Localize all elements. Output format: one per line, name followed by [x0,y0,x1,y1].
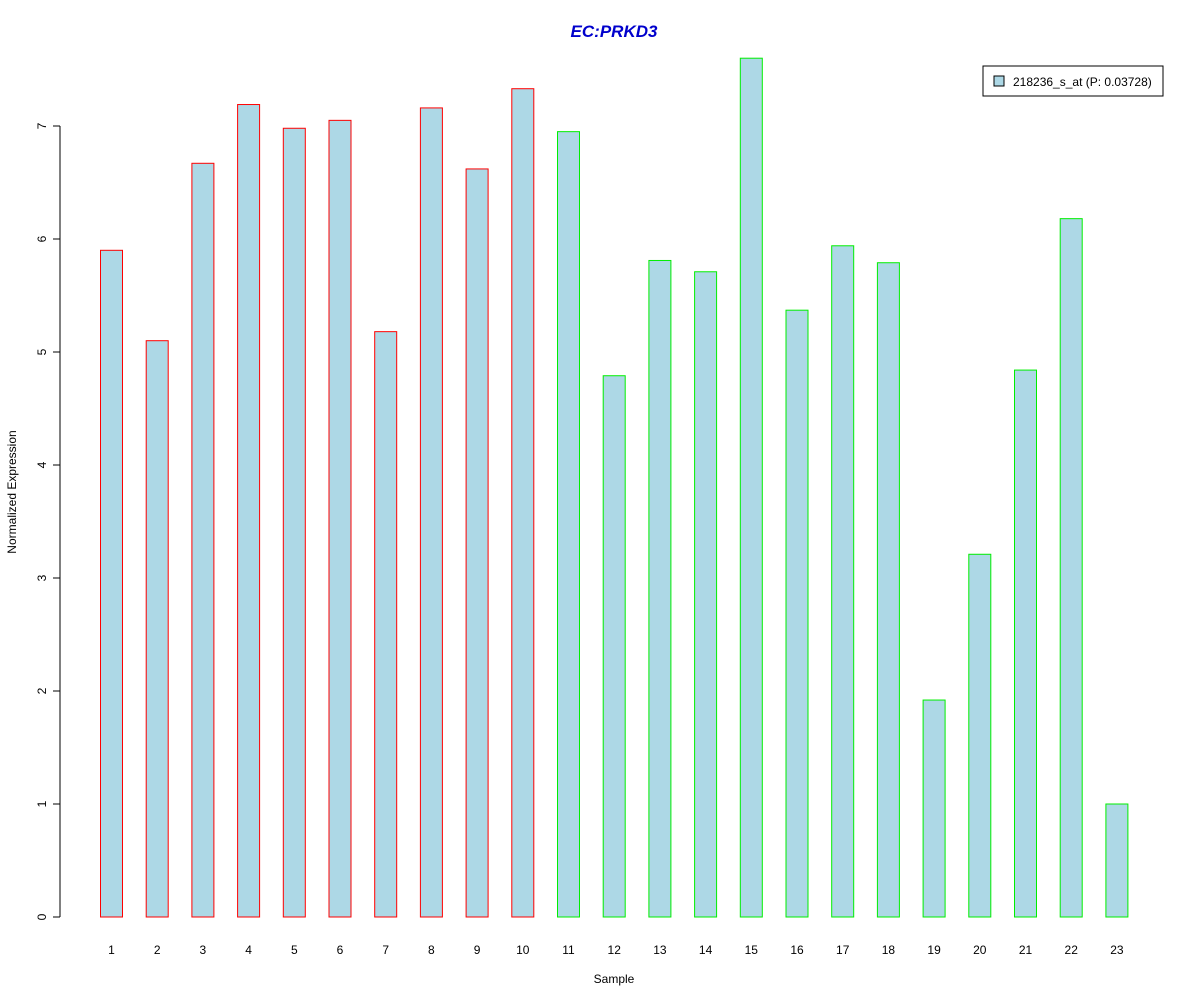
bar-sample-1 [100,249,123,918]
x-tick-label: 9 [474,943,481,957]
bar-sample-22 [1059,218,1083,918]
bars [100,57,1129,918]
bar-sample-20 [968,553,992,918]
legend-box [982,65,1164,97]
y-tick-label: 3 [35,574,49,581]
x-tick-label: 3 [200,943,207,957]
x-tick-label: 11 [562,943,575,957]
y-tick-label: 7 [35,122,49,129]
bar-sample-3 [191,162,215,918]
bar-sample-16 [785,309,809,918]
y-tick-label: 2 [35,687,49,694]
legend-swatch [993,75,1005,87]
bar-sample-4 [237,104,261,918]
x-tick-label: 18 [882,943,896,957]
x-tick-label: 8 [428,943,435,957]
x-tick-label: 12 [608,943,622,957]
bar-sample-5 [282,127,306,918]
bar-sample-14 [694,271,718,918]
x-tick-label: 21 [1019,943,1033,957]
x-tick-label: 4 [245,943,252,957]
x-tick-label: 16 [790,943,804,957]
bar-sample-6 [328,119,352,918]
bar-sample-10 [511,88,535,918]
bar-sample-23 [1105,803,1129,918]
chart-title: EC:PRKD3 [571,22,658,41]
y-axis-label: Normalized Expression [5,430,19,553]
x-tick-labels: 1 2 3 4 5 6 7 8 9 10 11 12 13 14 15 16 17 18 19 20 21 22 23 [108,943,1124,957]
y-tick-label: 0 [35,913,49,920]
x-tick-label: 2 [154,943,161,957]
legend-label: 218236_s_at (P: 0.03728) [1013,75,1152,89]
x-tick-label: 1 [108,943,115,957]
x-tick-label: 10 [516,943,530,957]
x-tick-label: 13 [653,943,667,957]
bar-sample-15 [739,57,763,918]
x-tick-label: 6 [337,943,344,957]
legend: 218236_s_at (P: 0.03728) [982,65,1164,97]
x-tick-label: 7 [382,943,389,957]
x-tick-label: 17 [836,943,850,957]
x-tick-label: 19 [927,943,941,957]
bar-sample-9 [465,168,489,918]
bar-sample-11 [557,131,580,918]
y-tick-label: 5 [35,348,49,355]
y-tick-label: 1 [35,800,49,807]
bar-sample-17 [831,245,855,918]
bar-sample-7 [374,331,398,918]
x-tick-label: 20 [973,943,987,957]
y-tick-label: 4 [35,461,49,468]
x-tick-label: 5 [291,943,298,957]
y-tick-label: 6 [35,235,49,242]
x-tick-label: 15 [745,943,759,957]
bar-sample-13 [648,259,672,918]
bar-sample-12 [602,375,626,918]
x-tick-label: 14 [699,943,713,957]
x-tick-label: 23 [1110,943,1124,957]
y-axis: 0 1 2 3 4 5 6 7 [35,122,61,920]
bar-sample-18 [876,262,900,918]
bar-sample-2 [145,340,169,918]
bar-sample-19 [922,699,946,918]
x-axis-label: Sample [594,972,635,986]
x-tick-label: 22 [1065,943,1079,957]
bar-sample-21 [1014,369,1037,918]
bar-sample-8 [419,107,443,918]
